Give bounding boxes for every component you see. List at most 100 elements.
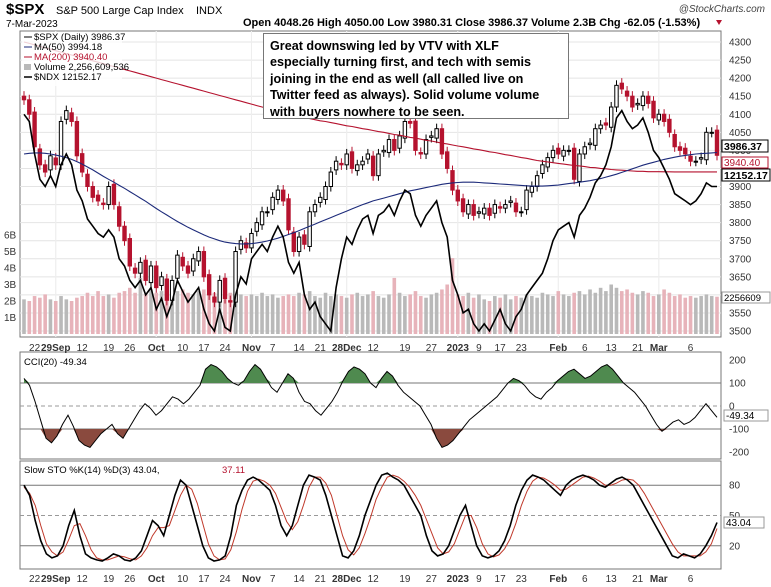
- candle-body: [339, 162, 344, 166]
- x-tick-label: 17: [495, 574, 507, 585]
- x-tick-label: Oct: [148, 343, 165, 354]
- volume-bar: [291, 296, 296, 334]
- exchange-label: INDX: [196, 5, 223, 17]
- volume-bar: [202, 289, 206, 334]
- volume-bar: [32, 296, 37, 334]
- volume-bar: [694, 297, 698, 334]
- volume-bar: [387, 294, 391, 334]
- volume-bar: [276, 297, 280, 334]
- volume-bar: [535, 297, 539, 334]
- candle-body: [286, 198, 291, 231]
- candle-body: [566, 149, 572, 152]
- candle-body: [206, 274, 212, 296]
- volume-bar: [286, 294, 291, 334]
- cci-overbought-fill: [387, 371, 393, 383]
- volume-bar: [678, 294, 682, 334]
- x-tick-label: 10: [177, 574, 189, 585]
- volume-bar: [59, 296, 63, 334]
- volume-bar: [112, 297, 116, 334]
- candle-body: [704, 131, 709, 161]
- x-tick-label: 28Dec: [332, 343, 362, 354]
- candle-body: [196, 251, 201, 262]
- volume-bar: [630, 292, 635, 334]
- candle-body: [238, 240, 244, 250]
- cci-tick-label: 200: [729, 356, 746, 367]
- candle-body: [275, 189, 281, 201]
- volume-bar: [657, 294, 661, 334]
- volume-bar: [709, 296, 714, 334]
- volume-bar: [704, 294, 709, 334]
- volume-bar: [64, 299, 69, 334]
- candle-body: [254, 222, 259, 232]
- x-tick-label: 12: [77, 343, 89, 354]
- candle-body: [185, 265, 191, 274]
- candle-body: [534, 175, 540, 188]
- cci-overbought-fill: [579, 373, 585, 383]
- x-tick-label: 19: [399, 574, 411, 585]
- cci-overbought-fill: [24, 378, 30, 383]
- candle-body: [418, 152, 423, 155]
- cci-overbought-fill: [513, 378, 519, 383]
- index-name: S&P 500 Large Cap Index: [56, 5, 184, 17]
- candle-body: [95, 194, 101, 202]
- price-tick-label: 3900: [729, 182, 752, 193]
- cci-overbought-fill: [590, 371, 596, 383]
- x-tick-label: 14: [294, 343, 306, 354]
- cci-overbought-fill: [354, 366, 360, 383]
- chart-date: 7-Mar-2023: [6, 19, 58, 30]
- volume-bar: [434, 292, 439, 334]
- volume-bar: [598, 287, 603, 334]
- volume-bar: [519, 297, 524, 334]
- candle-body: [497, 206, 503, 209]
- legend-main: $SPX (Daily) 3986.37: [34, 32, 125, 43]
- cci-oversold-fill: [40, 429, 46, 439]
- candle-body: [117, 206, 122, 227]
- cci-oversold-fill: [117, 429, 123, 439]
- x-tick-label: 29Sep: [41, 343, 70, 354]
- x-tick-label: 17: [198, 343, 210, 354]
- volume-bar: [228, 292, 233, 334]
- x-tick-label: 28Dec: [332, 574, 362, 585]
- volume-bar: [429, 294, 434, 334]
- volume-bar: [281, 296, 286, 334]
- candle-body: [524, 189, 529, 211]
- volume-bar: [27, 301, 32, 334]
- candle-body: [630, 95, 635, 108]
- volume-bar: [381, 297, 386, 334]
- price-tick-label: 3550: [729, 308, 752, 319]
- candle-body: [48, 155, 53, 171]
- candle-body: [79, 153, 85, 173]
- x-tick-label: 13: [606, 343, 618, 354]
- x-tick-label: 21: [632, 574, 644, 585]
- candle-body: [693, 160, 699, 163]
- volume-bar: [688, 296, 693, 334]
- volume-bar: [577, 291, 582, 334]
- volume-bar: [265, 296, 270, 334]
- candle-body: [164, 278, 170, 301]
- candle-body: [688, 155, 693, 162]
- volume-bar: [424, 297, 428, 334]
- x-tick-label: 24: [219, 574, 231, 585]
- candle-body: [69, 112, 74, 122]
- candle-body: [529, 186, 535, 193]
- candle-body: [635, 102, 640, 106]
- candle-body: [577, 153, 582, 182]
- volume-bar: [582, 294, 587, 334]
- volume-bar: [154, 292, 159, 334]
- candlesticks: [21, 78, 720, 308]
- volume-bar: [48, 299, 53, 334]
- candle-body: [333, 160, 339, 171]
- x-tick-label: 26: [124, 343, 136, 354]
- volume-bar: [170, 294, 174, 334]
- volume-bar: [540, 292, 545, 334]
- volume-tick-label: 2B: [4, 297, 17, 308]
- candle-body: [482, 207, 487, 215]
- volume-bar: [715, 296, 719, 334]
- volume-bar: [651, 296, 656, 334]
- candle-body: [561, 149, 566, 157]
- volume-bar: [85, 292, 90, 334]
- x-tick-label: 27: [426, 343, 438, 354]
- volume-bar: [477, 294, 481, 334]
- cci-overbought-fill: [376, 378, 382, 383]
- price-tick-label: 4250: [729, 56, 752, 67]
